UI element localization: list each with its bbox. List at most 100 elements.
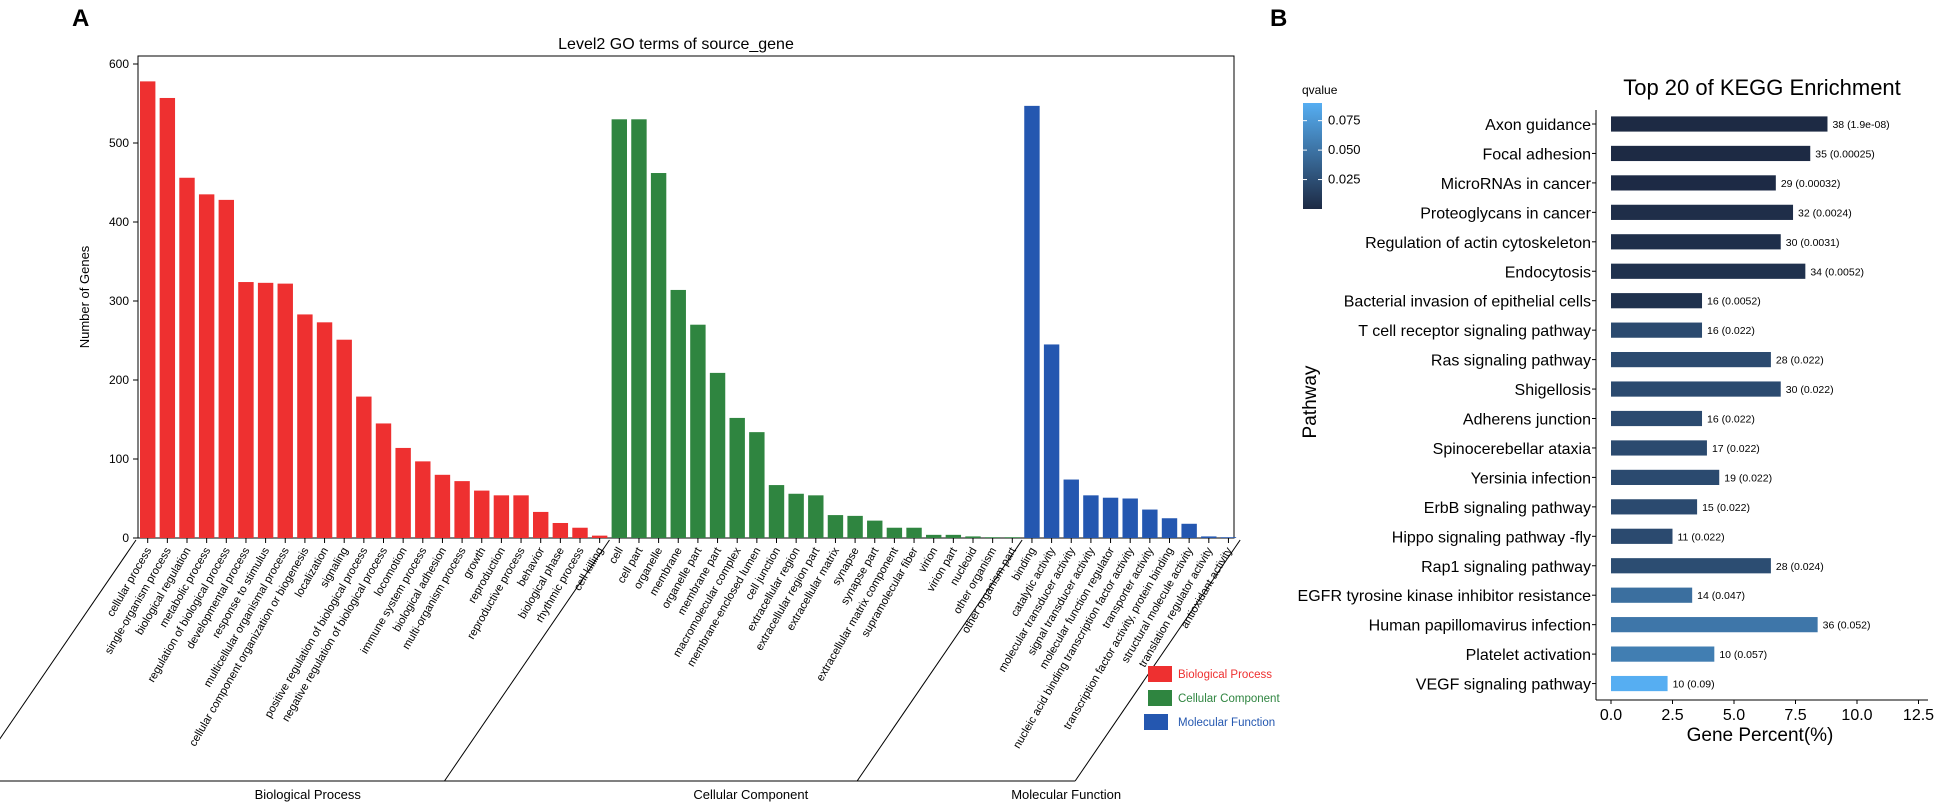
kegg-bar-label: 17 (0.022)	[1712, 443, 1760, 455]
kegg-pathway-label: Shigellosis	[1515, 382, 1591, 399]
kegg-bar	[1611, 204, 1794, 220]
go-bar	[729, 417, 745, 538]
go-bar	[179, 177, 195, 538]
go-bar	[631, 119, 647, 539]
go-group-label: Biological Process	[255, 787, 362, 802]
go-bar	[749, 432, 765, 538]
go-x-tick-label: cell	[607, 546, 626, 567]
go-bar	[1220, 537, 1237, 538]
go-legend-swatch	[1144, 714, 1168, 730]
kegg-bar	[1611, 440, 1707, 456]
kegg-chart-title: Top 20 of KEGG Enrichment	[1623, 75, 1901, 100]
kegg-pathway-label: Axon guidance	[1485, 117, 1591, 134]
kegg-bar	[1611, 646, 1715, 662]
kegg-pathway-label: EGFR tyrosine kinase inhibitor resistanc…	[1298, 588, 1592, 605]
kegg-bar-label: 29 (0.00032)	[1781, 178, 1841, 190]
go-bar	[513, 495, 529, 538]
kegg-bar	[1611, 469, 1720, 485]
go-bar	[493, 495, 510, 538]
qvalue-tick-label: 0.075	[1328, 113, 1361, 128]
kegg-bar	[1611, 558, 1771, 574]
go-legend-label: Biological Process	[1178, 669, 1272, 681]
go-bar	[474, 490, 490, 538]
kegg-x-tick-label: 10.0	[1841, 707, 1872, 724]
go-bar	[1004, 537, 1020, 538]
kegg-pathway-label: ErbB signaling pathway	[1424, 500, 1591, 517]
kegg-bar	[1611, 499, 1698, 515]
kegg-pathway-label: Platelet activation	[1466, 647, 1591, 664]
go-bar	[690, 324, 706, 538]
go-bar	[886, 527, 903, 538]
qvalue-colorbar	[1303, 103, 1322, 209]
go-bar	[198, 194, 215, 538]
kegg-bar	[1611, 116, 1828, 132]
go-bar	[533, 511, 549, 538]
kegg-bar	[1611, 145, 1811, 162]
go-bar	[867, 520, 883, 538]
kegg-y-axis-label: Pathway	[1300, 365, 1321, 438]
kegg-bar-label: 36 (0.052)	[1823, 620, 1871, 632]
go-bar	[572, 527, 588, 538]
go-bar	[375, 423, 392, 538]
kegg-bar	[1611, 410, 1703, 427]
go-bar	[1063, 479, 1079, 538]
kegg-bar-label: 38 (1.9e-08)	[1832, 119, 1889, 131]
go-bar	[650, 173, 667, 538]
go-bar	[238, 282, 254, 538]
go-group-brackets: Biological Process Cellular Component Mole…	[0, 539, 1241, 802]
kegg-pathway-label: Hippo signaling pathway -fly	[1392, 529, 1591, 546]
go-y-axis: 0 100 200 300 400 500 600	[109, 57, 138, 545]
go-bar	[140, 81, 156, 538]
kegg-bar-label: 30 (0.0031)	[1786, 237, 1840, 249]
go-legend-label: Molecular Function	[1178, 717, 1275, 729]
go-y-tick-label: 100	[109, 452, 129, 466]
go-group-label: Cellular Component	[693, 787, 808, 802]
kegg-rows: Axon guidance 38 (1.9e-08) Focal adhesion 3…	[1298, 116, 1890, 694]
kegg-bar-label: 15 (0.022)	[1702, 502, 1750, 514]
go-y-tick-label: 500	[109, 136, 129, 150]
go-bar	[316, 322, 333, 538]
kegg-pathway-label: Spinocerebellar ataxia	[1433, 441, 1591, 458]
kegg-x-tick-label: 7.5	[1784, 707, 1806, 724]
kegg-bar	[1611, 293, 1703, 309]
kegg-bar	[1611, 675, 1668, 692]
go-bar	[1122, 498, 1138, 538]
kegg-pathway-label: MicroRNAs in cancer	[1441, 176, 1592, 193]
go-group-divider	[444, 539, 610, 782]
kegg-pathway-label: Bacterial invasion of epithelial cells	[1344, 294, 1591, 311]
go-y-tick-label: 400	[109, 215, 129, 229]
kegg-pathway-label: Focal adhesion	[1482, 146, 1591, 163]
qvalue-legend-title: qvalue	[1302, 83, 1338, 97]
kegg-x-tick-label: 2.5	[1661, 707, 1683, 724]
go-bar	[709, 372, 726, 538]
kegg-bar-label: 11 (0.022)	[1678, 531, 1725, 543]
kegg-x-tick-label: 0.0	[1600, 707, 1622, 724]
kegg-pathway-label: Proteoglycans in cancer	[1420, 205, 1591, 222]
go-bar	[336, 339, 352, 538]
kegg-pathway-label: T cell receptor signaling pathway	[1358, 323, 1591, 340]
go-legend-label: Cellular Component	[1178, 693, 1280, 705]
go-y-axis-label: Number of Genes	[77, 245, 92, 348]
go-bar	[965, 536, 981, 538]
kegg-pathway-label: Regulation of actin cytoskeleton	[1365, 235, 1591, 252]
go-bar	[159, 97, 176, 538]
go-bar	[1083, 495, 1099, 538]
kegg-bar-label: 28 (0.024)	[1776, 561, 1824, 573]
go-bar	[808, 495, 824, 538]
go-bar	[1181, 523, 1197, 538]
go-y-tick-label: 200	[109, 373, 129, 387]
go-bar	[1024, 105, 1040, 539]
go-legend-swatch	[1148, 690, 1172, 706]
kegg-bar-label: 30 (0.022)	[1786, 384, 1834, 396]
go-bar	[926, 534, 942, 538]
kegg-bar	[1611, 234, 1781, 250]
go-bar	[670, 289, 686, 538]
kegg-bar-label: 35 (0.00025)	[1815, 148, 1875, 160]
kegg-bar-label: 16 (0.022)	[1707, 325, 1755, 337]
go-bar	[768, 485, 785, 538]
go-bar	[415, 461, 431, 538]
kegg-bar	[1611, 381, 1781, 397]
go-bar	[1161, 518, 1178, 538]
